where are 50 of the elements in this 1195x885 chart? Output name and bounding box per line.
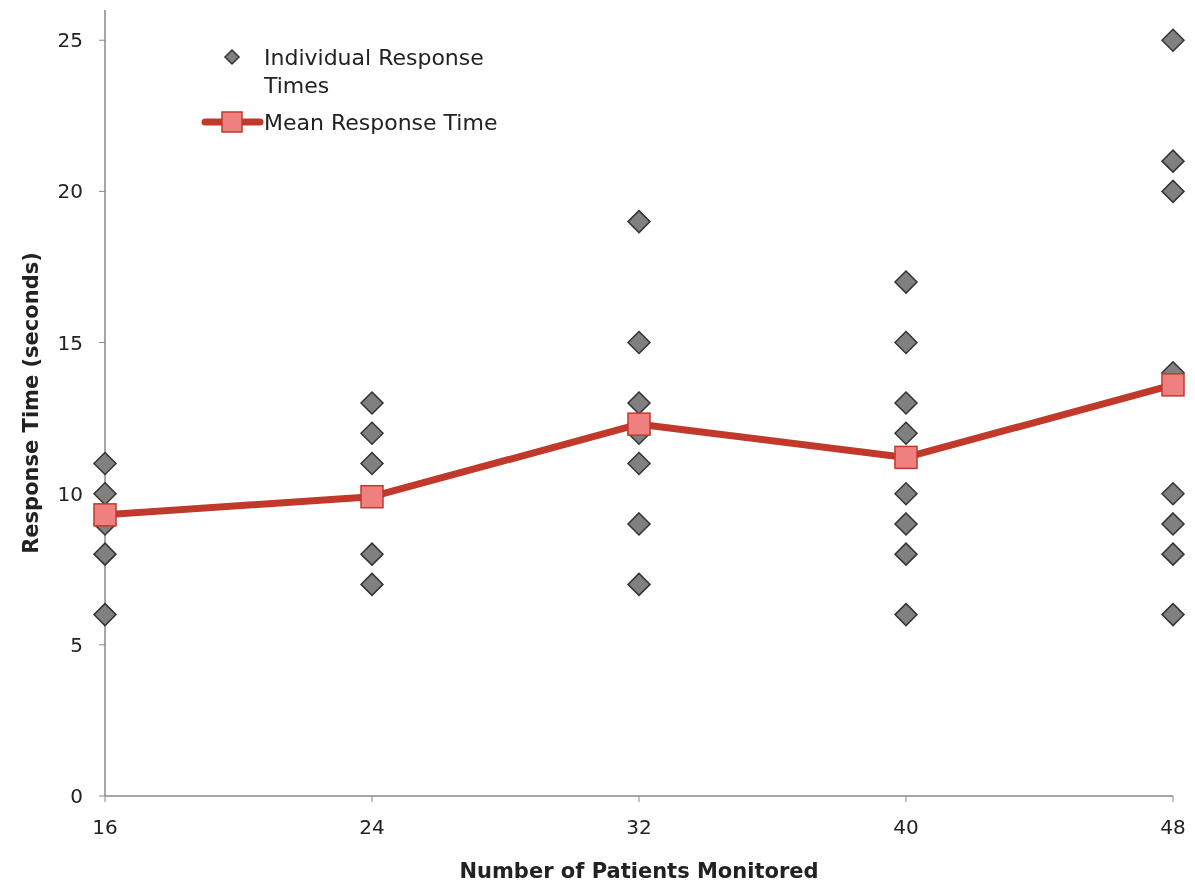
y-tick-label: 20 <box>57 179 83 204</box>
point <box>1161 481 1185 506</box>
point <box>360 451 384 476</box>
point <box>93 602 117 627</box>
y-tick-label: 15 <box>57 330 83 355</box>
point <box>360 572 384 597</box>
point <box>360 421 384 445</box>
point <box>894 512 918 536</box>
x-axis-title: Number of Patients Monitored <box>459 859 819 883</box>
point <box>93 451 117 476</box>
y-axis-title: Response Time (seconds) <box>19 252 43 554</box>
point <box>360 484 384 509</box>
point <box>894 270 918 294</box>
legend-label: Mean Response Time <box>264 109 498 135</box>
point <box>627 209 651 234</box>
point <box>627 572 651 597</box>
y-tick-label: 25 <box>57 28 83 53</box>
point <box>1161 149 1185 173</box>
y-tick-label: 5 <box>70 632 83 657</box>
point <box>627 451 651 476</box>
point <box>1161 373 1185 397</box>
point <box>1161 602 1185 627</box>
point <box>894 445 918 470</box>
point <box>894 481 918 506</box>
legend-label: Individual Response Times <box>263 44 484 99</box>
point <box>894 421 918 445</box>
point <box>93 481 117 506</box>
point <box>894 330 918 355</box>
point <box>627 412 651 436</box>
point <box>93 503 117 527</box>
point <box>894 542 918 566</box>
x-tick-label: 24 <box>359 815 385 839</box>
y-tick-label: 10 <box>57 481 83 506</box>
point <box>360 391 384 415</box>
point <box>1161 512 1185 536</box>
point <box>627 330 651 355</box>
point <box>1161 179 1185 204</box>
x-tick-label: 32 <box>626 815 652 839</box>
point <box>627 391 651 415</box>
x-tick-label: 48 <box>1160 815 1186 839</box>
point <box>93 542 117 566</box>
x-tick-label: 16 <box>92 815 118 839</box>
point <box>627 512 651 536</box>
point <box>360 542 384 566</box>
y-tick-label: 0 <box>70 784 83 808</box>
x-tick-label: 40 <box>893 815 919 839</box>
point <box>1161 542 1185 566</box>
point <box>894 602 918 627</box>
point <box>1161 28 1185 52</box>
point <box>894 391 918 415</box>
